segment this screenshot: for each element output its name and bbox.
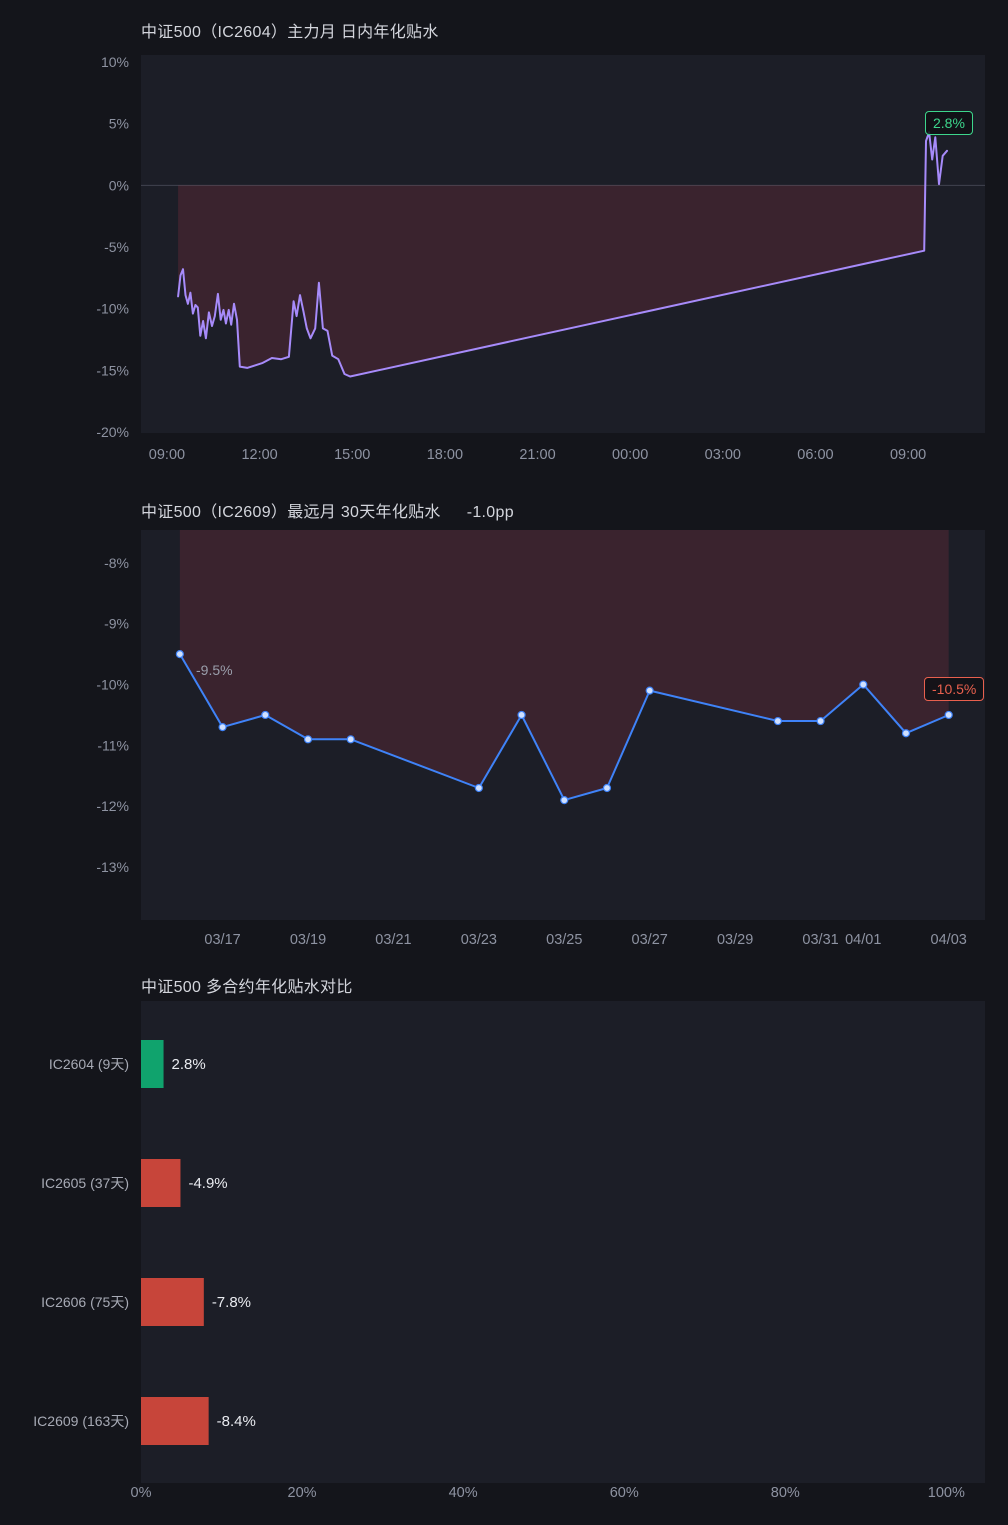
svg-text:40%: 40% — [449, 1485, 478, 1501]
svg-text:100%: 100% — [928, 1485, 965, 1501]
svg-text:18:00: 18:00 — [427, 447, 463, 463]
value-bar — [141, 1278, 204, 1326]
svg-text:03/19: 03/19 — [290, 932, 326, 948]
svg-text:06:00: 06:00 — [797, 447, 833, 463]
svg-text:-9%: -9% — [104, 616, 129, 632]
axis-tick-labels: -8% -9% -10% -11% -12% -13% 03/17 03/19 03/21 03/… — [96, 555, 967, 948]
intraday-current-value-badge: 2.8% — [925, 111, 973, 135]
svg-text:12:00: 12:00 — [241, 447, 277, 463]
svg-text:03/17: 03/17 — [204, 932, 240, 948]
svg-text:-10%: -10% — [96, 677, 129, 693]
svg-text:00:00: 00:00 — [612, 447, 648, 463]
thirtyday-chart-title: 中证500（IC2609）最远月 30天年化贴水 -1.0pp — [141, 498, 514, 522]
discount-fill-area — [179, 530, 949, 801]
svg-text:-8%: -8% — [104, 555, 129, 571]
svg-text:09:00: 09:00 — [890, 447, 926, 463]
svg-text:15:00: 15:00 — [334, 447, 370, 463]
series-markers — [175, 650, 953, 805]
discount-fill-area — [178, 185, 926, 377]
svg-text:03:00: 03:00 — [705, 447, 741, 463]
svg-text:03/21: 03/21 — [375, 932, 411, 948]
svg-text:03/25: 03/25 — [546, 932, 582, 948]
svg-text:03/29: 03/29 — [717, 932, 753, 948]
svg-text:10%: 10% — [101, 54, 129, 70]
thirtyday-title-text: 中证500（IC2609）最远月 30天年化贴水 — [141, 504, 441, 521]
category-label: IC2606 (75天) — [41, 1294, 129, 1310]
intraday-line-chart: 10% 5% 0% -5% -10% -15% -20% 09:00 12:00 15:00 18:… — [96, 54, 985, 463]
thirtyday-line-chart: -8% -9% -10% -11% -12% -13% 03/17 03/19 03/21 03/… — [96, 530, 985, 948]
plot-area — [141, 55, 985, 433]
intraday-chart-title: 中证500（IC2604）主力月 日内年化贴水 — [141, 24, 439, 41]
intraday-chart-panel: 中证500（IC2604）主力月 日内年化贴水 10% 5% 0% -5% -10% -1… — [0, 0, 1008, 480]
thirtyday-current-value-badge: -10.5% — [924, 677, 985, 701]
category-label: IC2604 (9天) — [49, 1056, 129, 1072]
svg-text:60%: 60% — [610, 1485, 639, 1501]
category-label: IC2605 (37天) — [41, 1175, 129, 1191]
plot-area — [141, 1001, 985, 1483]
axis-tick-labels: 10% 5% 0% -5% -10% -15% -20% 09:00 12:00 15:00 18:… — [96, 54, 926, 463]
svg-text:-20%: -20% — [96, 424, 129, 440]
svg-text:5%: 5% — [109, 116, 129, 132]
svg-text:20%: 20% — [288, 1485, 317, 1501]
svg-text:04/01: 04/01 — [845, 932, 881, 948]
bar-value-label: -4.9% — [188, 1175, 227, 1192]
svg-text:-13%: -13% — [96, 859, 129, 875]
axis-tick-labels: 0% 20% 40% 60% 80% 100% — [131, 1485, 965, 1501]
bar-value-label: -8.4% — [217, 1413, 256, 1430]
svg-text:-11%: -11% — [97, 737, 129, 753]
thirtyday-change-label: -1.0pp — [466, 504, 514, 521]
value-bar — [141, 1040, 164, 1088]
contracts-compare-panel: 中证500 多合约年化贴水对比 0% 20% 40% 60% 80% 100% IC2604… — [0, 955, 1008, 1525]
bar-value-label: -7.8% — [212, 1294, 251, 1311]
svg-text:03/23: 03/23 — [461, 932, 497, 948]
first-point-value-label: -9.5% — [196, 662, 233, 678]
thirtyday-chart-panel: 中证500（IC2609）最远月 30天年化贴水 -1.0pp -8% -9% -10… — [0, 480, 1008, 955]
value-bar — [141, 1159, 181, 1207]
svg-text:04/03: 04/03 — [931, 932, 967, 948]
compare-chart-title: 中证500 多合约年化贴水对比 — [141, 979, 353, 996]
svg-text:0%: 0% — [131, 1485, 152, 1501]
series-line — [177, 131, 948, 378]
svg-text:21:00: 21:00 — [519, 447, 555, 463]
contracts-bar-chart: 0% 20% 40% 60% 80% 100% IC2604 (9天) 2.8% IC2605 … — [33, 1001, 985, 1501]
svg-text:03/27: 03/27 — [632, 932, 668, 948]
svg-text:09:00: 09:00 — [149, 447, 185, 463]
bar-value-label: 2.8% — [172, 1056, 206, 1073]
category-label: IC2609 (163天) — [33, 1413, 129, 1429]
svg-text:-12%: -12% — [96, 798, 129, 814]
svg-text:80%: 80% — [771, 1485, 800, 1501]
svg-text:03/31: 03/31 — [802, 932, 838, 948]
svg-text:-5%: -5% — [104, 239, 129, 255]
svg-text:-15%: -15% — [96, 362, 129, 378]
svg-text:-10%: -10% — [96, 301, 129, 317]
value-bar — [141, 1397, 209, 1445]
svg-text:0%: 0% — [109, 177, 129, 193]
